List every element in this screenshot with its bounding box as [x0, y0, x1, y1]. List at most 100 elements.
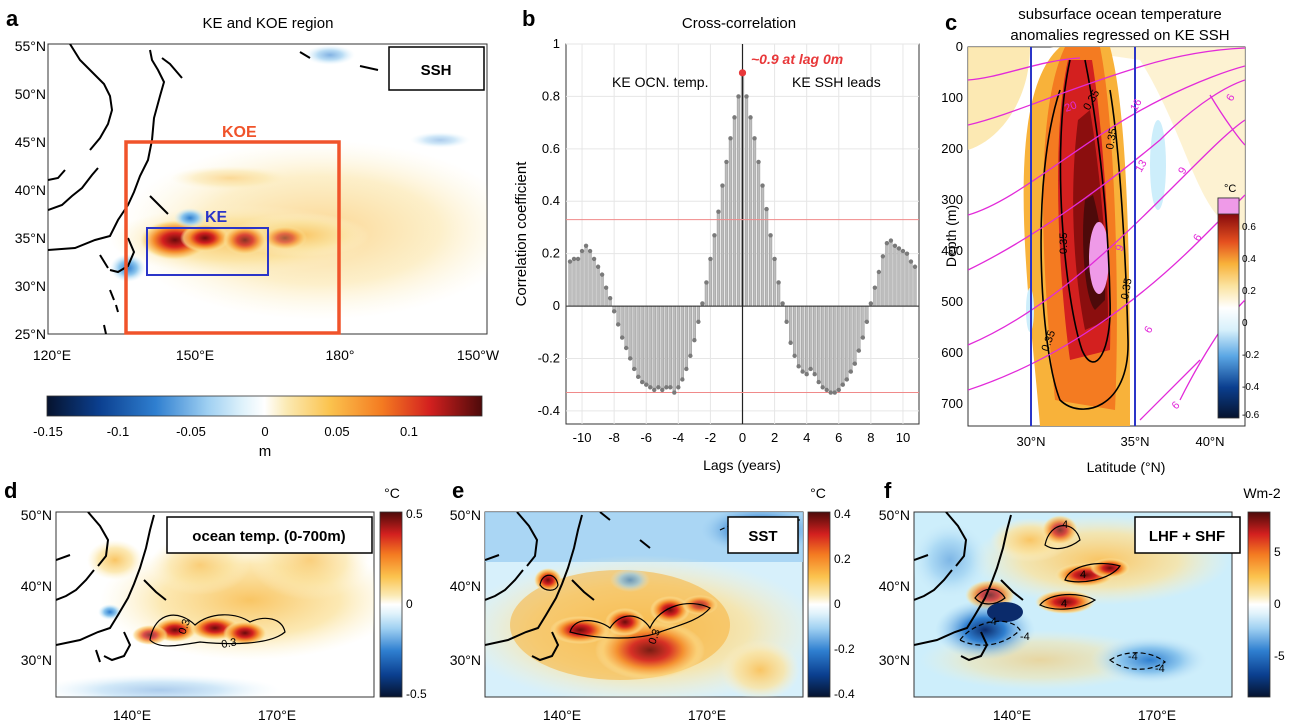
panel-a-coastline	[48, 44, 379, 274]
correlation-point	[676, 385, 681, 390]
correlation-point	[712, 233, 717, 238]
tick-label: 0	[261, 424, 268, 439]
panel-a-colorbar-ticks: -0.15 -0.1 -0.05 0 0.05 0.1	[33, 424, 418, 439]
panel-b: b Cross-correlation -10 -8 -6 -4 -2 0 2 4 6 8 1010…	[513, 6, 920, 473]
panel-d-lat-ticks: 50°N 40°N 30°N	[21, 507, 52, 668]
tick-label: 30°N	[15, 278, 46, 294]
correlation-point	[812, 372, 817, 377]
tick-label: 170°E	[688, 707, 726, 723]
panel-f-lat-ticks: 50°N 40°N 30°N	[879, 507, 910, 668]
x-tick-label: 0	[739, 430, 746, 445]
correlation-point	[656, 385, 661, 390]
correlation-point	[800, 369, 805, 374]
panel-c-colorbar-ticks: 0.6 0.4 0.2 0 -0.2 -0.4 -0.6	[1242, 222, 1260, 421]
correlation-bar	[660, 305, 664, 391]
panel-f-colorbar-ticks: 5 0 -5	[1274, 545, 1285, 663]
correlation-point	[912, 264, 918, 269]
correlation-bar	[889, 240, 893, 307]
correlation-bar	[837, 305, 841, 391]
y-tick-label: 0.6	[542, 141, 560, 156]
correlation-bar	[845, 305, 849, 380]
panel-b-chart: -10 -8 -6 -4 -2 0 2 4 6 8 10 1 0.8 0.6 0.4 0.2 0 -0.2 -0.4	[538, 36, 920, 445]
correlation-bar	[676, 305, 680, 388]
contour-label: 0.35	[1058, 233, 1070, 254]
tick-label: 35°N	[15, 230, 46, 246]
panel-a: a KE and KOE region KOE KE SSH 55°N	[6, 6, 500, 460]
correlation-point	[896, 246, 902, 251]
correlation-bar	[841, 305, 845, 385]
correlation-bar	[688, 305, 692, 357]
correlation-point	[744, 94, 749, 99]
correlation-point	[571, 256, 577, 262]
panel-f-heatflux-field	[914, 512, 1230, 690]
correlation-bar	[913, 266, 917, 307]
correlation-bar	[805, 305, 809, 375]
correlation-point	[708, 256, 713, 262]
panel-d-colorbar	[379, 511, 403, 698]
correlation-point	[587, 248, 593, 254]
koe-region-box	[124, 140, 341, 335]
tick-label: 500	[941, 294, 963, 309]
correlation-point	[884, 240, 890, 246]
correlation-point	[640, 379, 645, 385]
correlation-point	[623, 345, 629, 351]
x-tick-label: 6	[835, 430, 842, 445]
ke-label: KE	[205, 209, 228, 226]
correlation-point	[696, 319, 701, 324]
correlation-bar	[644, 305, 648, 385]
correlation-bar	[712, 235, 717, 307]
correlation-bar	[797, 305, 801, 367]
panel-b-right-note: KE SSH leads	[792, 74, 881, 90]
contour-label: 6	[1142, 324, 1155, 335]
correlation-bar	[628, 305, 632, 359]
correlation-point	[611, 309, 617, 314]
correlation-bar	[596, 266, 600, 307]
panel-a-colorbar-unit: m	[259, 443, 272, 460]
correlation-bar	[901, 250, 905, 307]
correlation-bar	[620, 305, 624, 338]
correlation-point	[820, 385, 825, 390]
panel-c-depth-ticks: 0 100 200 300 400 500 600 700	[941, 39, 963, 411]
x-tick-label: -4	[673, 430, 685, 445]
contour-label: 9	[1114, 243, 1127, 253]
correlation-point	[684, 366, 689, 372]
correlation-bar	[877, 271, 881, 307]
correlation-point	[760, 183, 765, 188]
tick-label: 40°N	[21, 578, 52, 594]
y-tick-label: 0.4	[542, 193, 560, 208]
correlation-bar	[873, 287, 877, 307]
contour-label: 6	[1224, 92, 1237, 103]
correlation-point	[595, 264, 601, 269]
correlation-point	[724, 159, 729, 165]
contour-label: 4	[1080, 569, 1086, 581]
panel-b-letter: b	[522, 6, 535, 31]
peak-marker	[738, 69, 747, 77]
correlation-bar	[656, 305, 660, 388]
correlation-point	[644, 382, 649, 387]
panel-d-unit: °C	[384, 485, 400, 501]
correlation-bar	[817, 305, 821, 383]
tick-label: 30°N	[450, 652, 481, 668]
panel-f-contour-labels: 4 4 4 -4 -4 -4 -4	[987, 519, 1165, 675]
y-tick-label: -0.2	[538, 350, 560, 365]
panel-c-title-line2: anomalies regressed on KE SSH	[1010, 27, 1229, 44]
correlation-bar	[736, 96, 741, 307]
panel-a-badge-box	[388, 46, 485, 91]
correlation-bar	[764, 208, 769, 307]
tick-label: 0.6	[1242, 222, 1256, 233]
panel-a-colorbar	[46, 395, 483, 417]
panel-e-colorbar	[807, 511, 831, 698]
correlation-point	[627, 356, 633, 361]
y-tick-label: 0.8	[542, 88, 560, 103]
correlation-point	[567, 259, 573, 264]
correlation-bar	[760, 185, 765, 307]
panel-e-lat-ticks: 50°N 40°N 30°N	[450, 507, 481, 668]
correlation-point	[804, 372, 809, 377]
y-tick-label: -0.4	[538, 403, 560, 418]
correlation-bar	[857, 305, 861, 351]
correlation-bar	[692, 305, 696, 341]
panel-b-xlabel: Lags (years)	[703, 457, 781, 473]
panel-f-letter: f	[884, 478, 892, 503]
correlation-point	[680, 377, 685, 382]
